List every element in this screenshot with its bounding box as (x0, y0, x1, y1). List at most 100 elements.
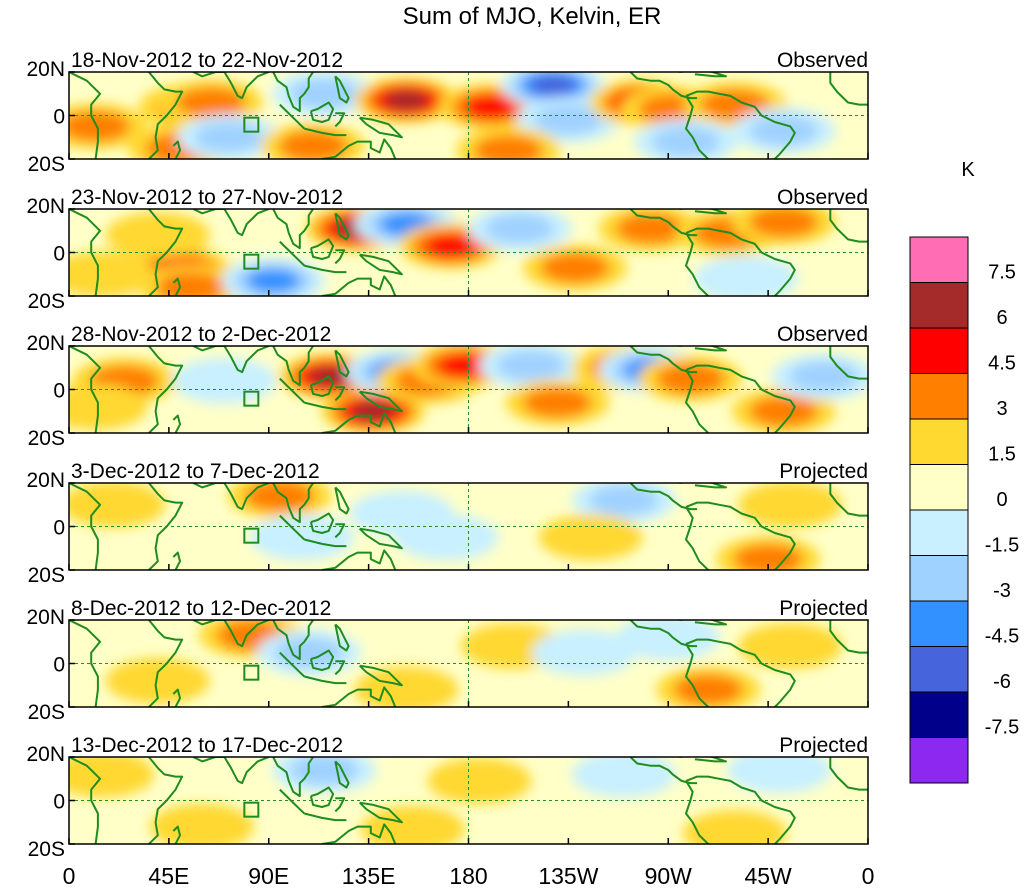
contour-level (682, 810, 787, 844)
anomaly-field (69, 620, 868, 707)
coastline (334, 760, 350, 789)
coastline (148, 757, 184, 844)
coastline (334, 660, 346, 676)
panel-5: 20N 0 20S 8-Dec-2012 to 12-Dec-2012 Projecte… (26, 597, 869, 724)
coastline (279, 788, 305, 815)
coastline (309, 649, 335, 671)
sri-lanka-outline (243, 253, 260, 270)
anomaly-blob (69, 483, 166, 528)
coastlines (69, 72, 868, 159)
panel-status-label: Projected (779, 734, 868, 757)
anomaly-blob (538, 514, 643, 561)
x-axis: 0 45E 90E 135E 180 135W 90W 45W 0 (63, 863, 875, 889)
anomaly-blob (505, 379, 610, 426)
anomaly-blob (159, 79, 264, 126)
coastlines (69, 209, 868, 296)
y-tick-label: 20S (28, 838, 65, 861)
anomaly-blob (771, 353, 868, 400)
coastline (829, 72, 868, 106)
colorbar-swatch (909, 691, 969, 738)
contour-level (534, 104, 603, 136)
coastline (272, 620, 314, 661)
contour-level (538, 514, 643, 561)
y-tick-label: 20S (28, 701, 65, 724)
panel-3: 20N 0 20S 28-Nov-2012 to 2-Dec-2012 Observed (26, 323, 869, 450)
anomaly-blob (361, 805, 465, 844)
coastline (679, 209, 727, 215)
contour-level (496, 350, 565, 381)
colorbar-swatch (909, 327, 969, 374)
anomaly-blob (731, 209, 836, 246)
coastline (69, 72, 102, 159)
anomaly-blob (176, 114, 281, 159)
contour-level (394, 514, 499, 561)
contour-level (69, 383, 148, 430)
coastline (309, 238, 335, 260)
contour-level (289, 78, 359, 110)
panel-ticks (68, 619, 869, 708)
coastline (148, 483, 184, 570)
colorbar-swatch (909, 236, 969, 283)
panel-status-label: Observed (777, 186, 868, 209)
contour-level (522, 387, 592, 418)
contour-level (278, 130, 348, 159)
coastline (679, 346, 727, 352)
x-tick-label: 180 (449, 863, 487, 889)
coastline (69, 757, 102, 844)
contour-level (384, 90, 429, 111)
contour-level (176, 87, 246, 118)
x-tick-label: 0 (63, 863, 76, 889)
anomaly-field (69, 346, 868, 433)
coastline (279, 240, 305, 267)
colorbar-label: 6 (996, 307, 1007, 329)
contour-level (69, 251, 155, 296)
coastline (359, 116, 403, 139)
coastline (685, 643, 709, 707)
coastline (279, 514, 305, 541)
contour-level (531, 629, 636, 676)
colorbar-swatch (909, 418, 969, 465)
y-tick-label: 0 (53, 380, 65, 403)
coastline (685, 227, 796, 296)
coastline (334, 523, 346, 539)
coastline (172, 414, 181, 433)
contour-level (571, 757, 676, 798)
y-tick-label: 0 (53, 654, 65, 677)
coastline (321, 275, 397, 296)
anomaly-blob (731, 107, 836, 154)
contour-level (693, 255, 798, 296)
contour-level (194, 121, 264, 153)
coastline (172, 825, 181, 844)
coastline (679, 620, 727, 626)
coastline (272, 72, 314, 113)
anomaly-field (69, 483, 868, 570)
coastline (829, 209, 868, 243)
panel-ticks (68, 208, 869, 297)
colorbar-labels: 7.5 6 4.5 3 1.5 0 -1.5 -3 -4.5 -6 -7.5 (985, 262, 1019, 739)
anomaly-blob (221, 257, 326, 296)
anomaly-blob (682, 810, 787, 844)
colorbar-label: 7.5 (988, 262, 1016, 284)
colorbar-label: -4.5 (985, 626, 1019, 648)
contour-level (727, 757, 832, 794)
contour-level (651, 126, 721, 157)
coastline (334, 249, 346, 265)
y-tick-label: 20N (26, 332, 65, 355)
coastline (272, 483, 314, 524)
coastline (172, 551, 181, 570)
coastline (192, 757, 270, 785)
coastline (321, 686, 397, 707)
coastline (334, 797, 346, 813)
contour-level (733, 543, 803, 570)
anomaly-blob (354, 77, 459, 124)
y-tick-label: 20N (26, 469, 65, 492)
coastline (334, 75, 350, 104)
contour-level (474, 134, 543, 159)
coastline (829, 483, 868, 517)
anomaly-blob (272, 72, 377, 117)
anomaly-blob (69, 251, 155, 296)
contour-level (105, 657, 210, 704)
y-tick-label: 20N (26, 743, 65, 766)
contour-level (749, 395, 818, 427)
anomaly-field (69, 757, 868, 844)
